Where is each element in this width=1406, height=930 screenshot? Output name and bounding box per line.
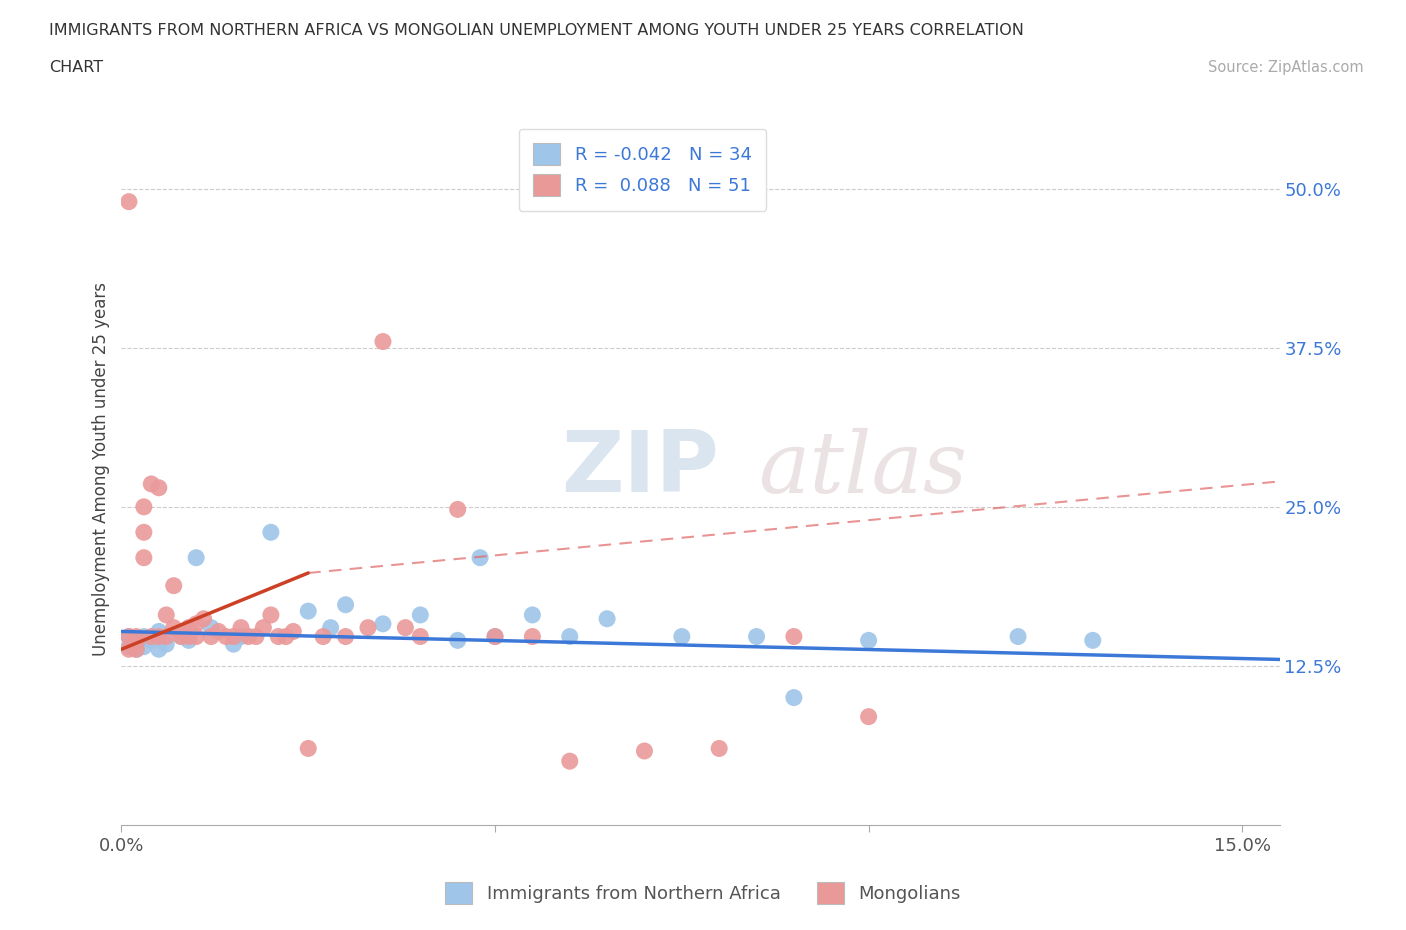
Point [125, 642, 148, 657]
Y-axis label: Unemployment Among Youth under 25 years: Unemployment Among Youth under 25 years [93, 282, 110, 656]
Point [394, 620, 416, 635]
Point [132, 639, 155, 654]
Point [522, 607, 544, 622]
Point [125, 635, 148, 650]
Point [229, 629, 252, 644]
Point [193, 611, 215, 626]
Point [207, 624, 229, 639]
Point [1081, 633, 1104, 648]
Point [783, 629, 806, 644]
Point [274, 629, 297, 644]
Text: Source: ZipAtlas.com: Source: ZipAtlas.com [1208, 60, 1364, 75]
Point [783, 690, 806, 705]
Point [125, 635, 148, 650]
Point [335, 597, 357, 612]
Point [709, 741, 731, 756]
Point [186, 629, 208, 644]
Point [319, 620, 342, 635]
Text: atlas: atlas [758, 428, 967, 510]
Point [132, 525, 155, 539]
Point [141, 633, 163, 648]
Point [312, 629, 335, 644]
Point [118, 642, 141, 657]
Legend: Immigrants from Northern Africa, Mongolians: Immigrants from Northern Africa, Mongoli… [439, 875, 967, 911]
Point [229, 620, 252, 635]
Point [858, 633, 880, 648]
Point [260, 607, 283, 622]
Point [118, 629, 141, 644]
Point [858, 710, 880, 724]
Point [170, 629, 193, 644]
Point [252, 620, 274, 635]
Point [215, 629, 238, 644]
Point [177, 620, 200, 635]
Point [596, 611, 619, 626]
Point [148, 480, 170, 495]
Point [118, 639, 141, 654]
Point [118, 629, 141, 644]
Text: ZIP: ZIP [561, 427, 720, 511]
Point [484, 629, 506, 644]
Point [132, 499, 155, 514]
Point [200, 620, 222, 635]
Point [163, 620, 186, 635]
Point [132, 551, 155, 565]
Text: IMMIGRANTS FROM NORTHERN AFRICA VS MONGOLIAN UNEMPLOYMENT AMONG YOUTH UNDER 25 Y: IMMIGRANTS FROM NORTHERN AFRICA VS MONGO… [49, 23, 1024, 38]
Point [222, 629, 245, 644]
Point [447, 502, 470, 517]
Point [745, 629, 768, 644]
Point [371, 617, 394, 631]
Point [177, 633, 200, 648]
Point [170, 629, 193, 644]
Point [371, 334, 394, 349]
Point [484, 629, 506, 644]
Point [148, 642, 170, 657]
Point [148, 624, 170, 639]
Point [118, 194, 141, 209]
Point [409, 607, 432, 622]
Point [177, 629, 200, 644]
Point [170, 624, 193, 639]
Legend: R = -0.042   N = 34, R =  0.088   N = 51: R = -0.042 N = 34, R = 0.088 N = 51 [519, 128, 766, 211]
Point [297, 604, 319, 618]
Point [125, 629, 148, 644]
Point [283, 624, 305, 639]
Point [409, 629, 432, 644]
Point [267, 629, 290, 644]
Point [558, 629, 581, 644]
Point [447, 633, 470, 648]
Point [141, 476, 163, 491]
Point [186, 617, 208, 631]
Point [297, 741, 319, 756]
Point [238, 629, 260, 644]
Point [148, 629, 170, 644]
Point [357, 620, 380, 635]
Point [335, 629, 357, 644]
Point [222, 637, 245, 652]
Point [186, 551, 208, 565]
Point [125, 642, 148, 657]
Point [155, 629, 177, 644]
Point [155, 607, 177, 622]
Point [141, 629, 163, 644]
Point [671, 629, 693, 644]
Point [1007, 629, 1029, 644]
Point [155, 637, 177, 652]
Point [163, 578, 186, 593]
Text: CHART: CHART [49, 60, 103, 75]
Point [132, 629, 155, 644]
Point [522, 629, 544, 644]
Point [260, 525, 283, 539]
Point [468, 551, 491, 565]
Point [245, 629, 267, 644]
Point [558, 753, 581, 768]
Point [200, 629, 222, 644]
Point [633, 744, 655, 759]
